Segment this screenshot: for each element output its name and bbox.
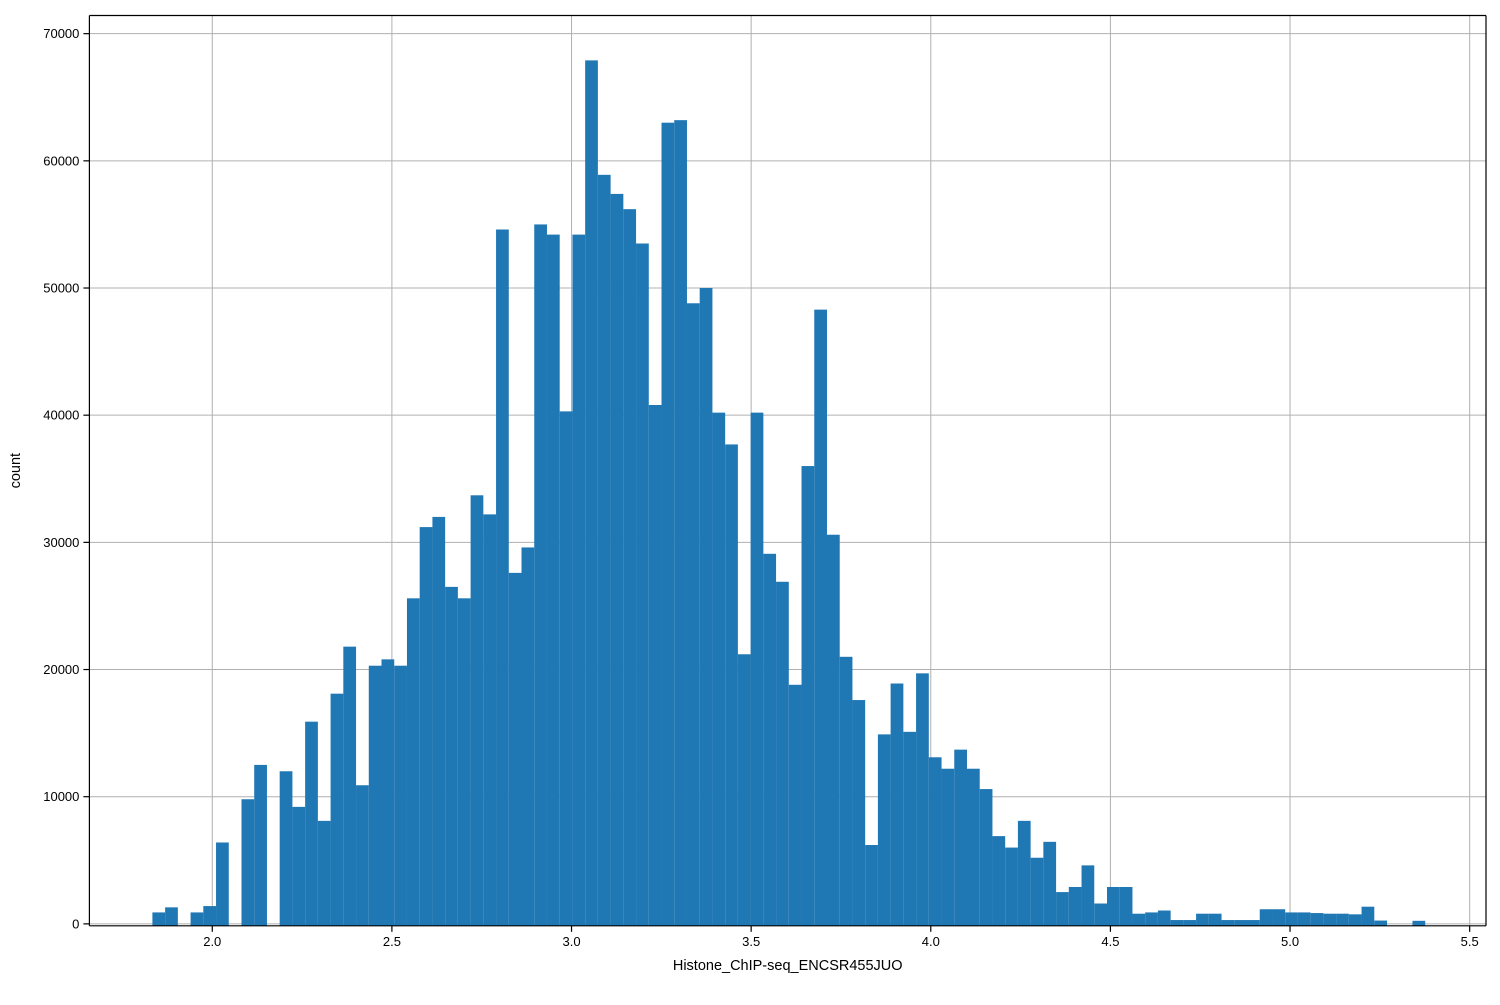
svg-text:4.0: 4.0 (922, 934, 940, 949)
svg-text:count: count (8, 453, 24, 488)
svg-text:70000: 70000 (43, 26, 79, 41)
svg-text:3.0: 3.0 (562, 934, 580, 949)
svg-text:0: 0 (72, 916, 79, 931)
svg-text:5.0: 5.0 (1281, 934, 1299, 949)
svg-text:2.5: 2.5 (383, 934, 401, 949)
svg-text:5.5: 5.5 (1461, 934, 1479, 949)
svg-text:60000: 60000 (43, 153, 79, 168)
svg-text:10000: 10000 (43, 789, 79, 804)
svg-text:40000: 40000 (43, 408, 79, 423)
svg-text:2.0: 2.0 (203, 934, 221, 949)
svg-text:4.5: 4.5 (1101, 934, 1119, 949)
svg-text:20000: 20000 (43, 662, 79, 677)
svg-text:30000: 30000 (43, 535, 79, 550)
svg-text:3.5: 3.5 (742, 934, 760, 949)
svg-text:Histone_ChIP-seq_ENCSR455JUO: Histone_ChIP-seq_ENCSR455JUO (673, 958, 903, 974)
svg-text:50000: 50000 (43, 281, 79, 296)
